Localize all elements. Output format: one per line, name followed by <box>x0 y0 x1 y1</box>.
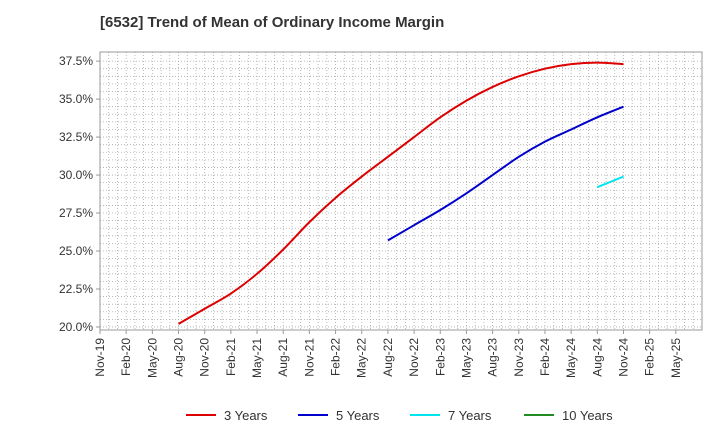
x-tick-label: Feb-21 <box>224 338 238 376</box>
series-line-5-years <box>387 105 624 242</box>
x-tick-label: Nov-19 <box>93 338 107 377</box>
x-tick-label: May-25 <box>669 338 683 378</box>
series-line-3-years <box>178 61 624 325</box>
x-tick-label: Nov-22 <box>407 338 421 377</box>
y-axis: 20.0% 22.5% 25.0% 27.5% 30.0% 32.5% 35.0% 37.5% <box>59 54 100 334</box>
x-tick-label: Aug-22 <box>381 338 395 377</box>
plot-frame <box>99 51 703 331</box>
x-axis: Nov-19 Feb-20 May-20 Aug-20 Nov-20 Feb-21 May-… <box>93 330 683 378</box>
legend: 3 Years 5 Years 7 Years 10 Years <box>186 408 613 423</box>
y-tick-label: 27.5% <box>59 206 93 220</box>
legend-label: 5 Years <box>336 408 380 423</box>
grid-layer <box>100 52 702 330</box>
x-tick-label: May-24 <box>564 338 578 378</box>
legend-label: 10 Years <box>562 408 613 423</box>
x-tick-label: Feb-23 <box>433 338 447 376</box>
x-tick-label: May-22 <box>355 338 369 378</box>
x-tick-label: May-21 <box>250 338 264 378</box>
y-tick-label: 35.0% <box>59 92 93 106</box>
y-tick-label: 37.5% <box>59 54 93 68</box>
x-tick-label: Nov-21 <box>302 338 316 377</box>
x-tick-label: Aug-21 <box>276 338 290 377</box>
x-tick-label: Aug-20 <box>172 338 186 377</box>
x-tick-label: Nov-24 <box>616 338 630 377</box>
y-tick-label: 20.0% <box>59 320 93 334</box>
x-tick-label: May-23 <box>459 338 473 378</box>
y-tick-label: 32.5% <box>59 130 93 144</box>
y-tick-label: 25.0% <box>59 244 93 258</box>
x-tick-label: May-20 <box>145 338 159 378</box>
y-tick-label: 30.0% <box>59 168 93 182</box>
x-tick-label: Feb-25 <box>643 338 657 376</box>
x-tick-label: Feb-22 <box>329 338 343 376</box>
legend-label: 3 Years <box>224 408 268 423</box>
x-tick-label: Aug-23 <box>486 338 500 377</box>
y-tick-label: 22.5% <box>59 282 93 296</box>
x-tick-label: Nov-20 <box>198 338 212 377</box>
x-tick-label: Feb-24 <box>538 338 552 376</box>
series-layer <box>178 61 624 325</box>
chart-title: [6532] Trend of Mean of Ordinary Income … <box>100 14 445 31</box>
x-tick-label: Aug-24 <box>590 338 604 377</box>
x-tick-label: Feb-20 <box>119 338 133 376</box>
x-tick-label: Nov-23 <box>512 338 526 377</box>
legend-label: 7 Years <box>448 408 492 423</box>
series-line-7-years <box>596 175 624 189</box>
